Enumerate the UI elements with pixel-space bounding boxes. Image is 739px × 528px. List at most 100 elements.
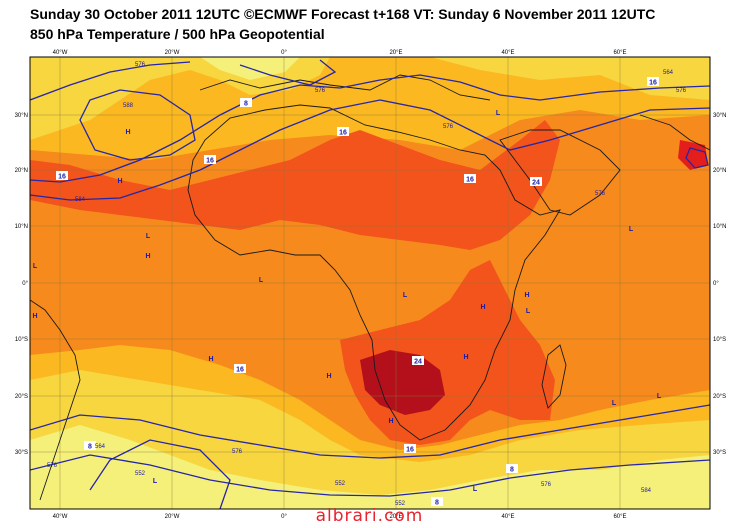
temp-band-4-8-south (30, 425, 710, 509)
lat-tick-left: 20°N (15, 168, 28, 174)
isotherm-label-text: 8 (435, 500, 439, 507)
isotherm-label-text: 8 (244, 101, 248, 108)
isotherm-label: 16 (404, 444, 416, 454)
geopotential-label: 576 (443, 124, 454, 130)
geopotential-contours (30, 59, 710, 509)
low-pressure-marker: L (612, 400, 617, 407)
lon-tick-top: 0° (281, 50, 287, 56)
isotherm-label-text: 24 (414, 359, 422, 366)
lat-tick-left: 30°N (15, 113, 28, 119)
lon-tick-bottom: 40°W (53, 514, 68, 520)
isotherm-label-box (84, 441, 96, 450)
lat-tick-right: 10°N (713, 224, 726, 230)
isotherm-label-box (234, 364, 246, 373)
lon-tick-top: 20°E (389, 50, 402, 56)
isotherm-label-text: 24 (532, 180, 540, 187)
lon-tick-bottom: 20°W (165, 514, 180, 520)
isotherm-label: 8 (506, 464, 518, 474)
isotherm-label-text: 8 (88, 444, 92, 451)
geopotential-label: 576 (315, 88, 326, 94)
lat-tick-right: 30°N (713, 113, 726, 119)
coast-south-america (30, 299, 81, 501)
high-pressure-marker: H (117, 178, 122, 185)
isotherm-label: 24 (530, 177, 542, 187)
high-pressure-marker: H (388, 418, 393, 425)
coastlines (30, 74, 710, 501)
geopotential-label: 576 (135, 62, 146, 68)
isotherm-label-text: 16 (58, 174, 66, 181)
map-subtitle: 850 hPa Temperature / 500 hPa Geopotenti… (30, 26, 325, 42)
isotherm-label-box (412, 356, 424, 365)
coast-africa (187, 104, 561, 441)
lat-tick-right: 20°S (713, 394, 726, 400)
coast-madagascar (541, 344, 567, 409)
geopotential-label: 584 (75, 197, 86, 203)
geopotential-label: 552 (395, 501, 406, 507)
low-pressure-marker: L (629, 226, 634, 233)
isotherm-label-text: 16 (406, 447, 414, 454)
coast-india (639, 114, 710, 151)
contour-552-south (89, 439, 231, 509)
lat-tick-left: 10°N (15, 224, 28, 230)
isotherm-label-box (337, 127, 349, 136)
geopotential-label: 552 (135, 471, 146, 477)
lon-tick-bottom: 60°E (613, 514, 626, 520)
isotherm-label-text: 16 (339, 130, 347, 137)
lat-tick-left: 0° (22, 281, 28, 287)
contour-low-northeast (685, 147, 709, 169)
isotherm-label-box (240, 98, 252, 107)
geopotential-label: 564 (663, 70, 674, 76)
isotherm-label: 16 (204, 155, 216, 165)
lat-tick-right: 10°S (713, 337, 726, 343)
lon-tick-bottom: 20°E (389, 514, 402, 520)
isotherm-label-box (506, 464, 518, 473)
contour-564-north (239, 59, 337, 86)
lat-tick-right: 20°N (713, 168, 726, 174)
geopotential-label: 564 (95, 444, 106, 450)
low-pressure-marker: L (153, 478, 158, 485)
low-pressure-marker: L (259, 277, 264, 284)
low-pressure-marker: L (473, 486, 478, 493)
watermark-text: albrari.com (315, 506, 424, 526)
isotherm-label-box (404, 444, 416, 453)
isotherm-label-box (647, 77, 659, 86)
geopotential-label: 576 (541, 482, 552, 488)
isotherm-labels: 16 16 16 16 24 8 16 8 24 16 8 16 8 (56, 77, 659, 507)
isotherm-label: 8 (84, 441, 96, 451)
geopotential-label: 576 (232, 449, 243, 455)
isotherm-label-text: 16 (236, 367, 244, 374)
contour-576-northwest (30, 61, 191, 101)
isotherm-label-box (530, 177, 542, 186)
isotherm-label-text: 16 (466, 177, 474, 184)
contour-576-north (30, 74, 710, 183)
geopotential-label: 552 (335, 481, 346, 487)
isotherm-label: 16 (56, 171, 68, 181)
high-pressure-marker: H (326, 373, 331, 380)
isotherm-label: 16 (647, 77, 659, 87)
geopotential-label: 576 (676, 88, 687, 94)
lon-tick-bottom: 40°E (501, 514, 514, 520)
temp-band-20-24-sahara (30, 120, 560, 250)
coast-europe (199, 74, 491, 101)
map-title: Sunday 30 October 2011 12UTC ©ECMWF Fore… (30, 6, 656, 22)
lat-tick-right: 30°S (713, 450, 726, 456)
lon-tick-top: 60°E (613, 50, 626, 56)
axis-ticks: 40°W 40°W 20°W 20°W 0° 0° 20°E 20°E 40°E 40°E 60°E… (15, 50, 727, 520)
low-pressure-marker: L (403, 292, 408, 299)
lat-tick-right: 0° (713, 281, 719, 287)
geopotential-label: 584 (641, 488, 652, 494)
high-pressure-marker: H (524, 292, 529, 299)
contour-labels: 576 588 576 564 576 576 584 576 564 576 576 552 552 5… (47, 62, 687, 507)
temp-band-24-28-core (360, 350, 445, 415)
isotherm-label-box (464, 174, 476, 183)
geopotential-label: 576 (47, 463, 58, 469)
isotherm-label: 16 (464, 174, 476, 184)
low-pressure-marker: L (146, 233, 151, 240)
isotherm-label: 24 (412, 356, 424, 366)
lon-tick-top: 20°W (165, 50, 180, 56)
low-pressure-marker: L (526, 308, 531, 315)
pressure-centres: H H H H H H H H H H L L L L L L L L L L L (32, 110, 661, 493)
isotherm-label-box (204, 155, 216, 164)
contour-564-south (30, 454, 710, 497)
isotherm-label-text: 16 (649, 80, 657, 87)
